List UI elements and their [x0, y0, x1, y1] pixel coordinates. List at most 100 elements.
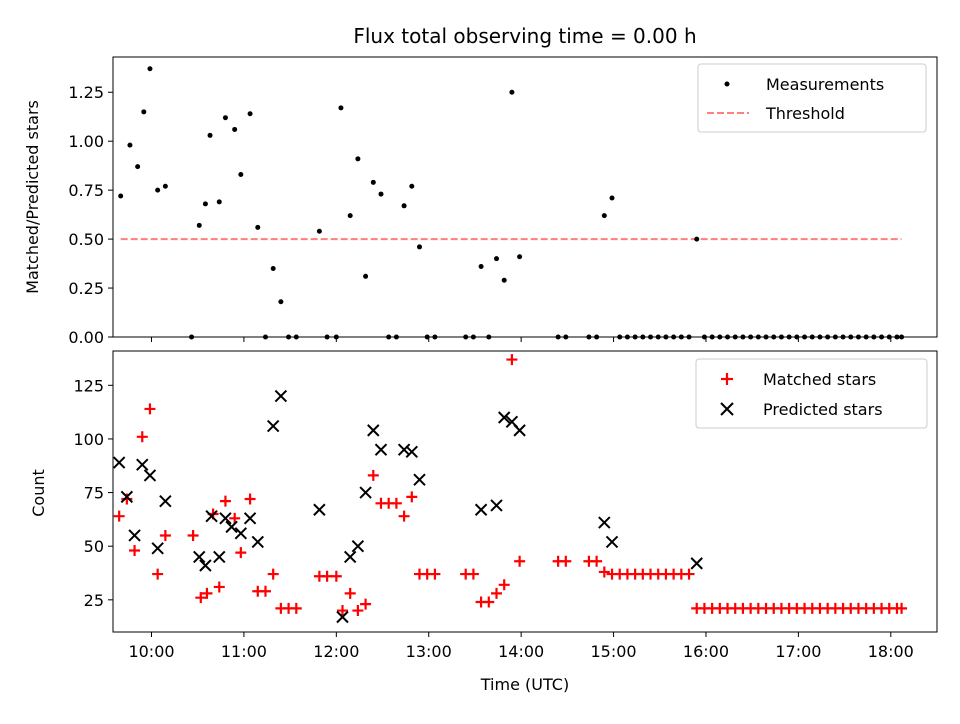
measurement-point — [409, 183, 415, 189]
matched-legend-label: Matched stars — [763, 370, 876, 389]
ratio-y-axis-label: Matched/Predicted stars — [23, 100, 42, 294]
measurement-point — [141, 109, 147, 115]
measurement-point — [162, 183, 168, 189]
predicted-star-point — [234, 527, 248, 540]
measurement-point — [378, 191, 384, 197]
y-tick-label: 75 — [84, 484, 104, 503]
matched-star-point — [136, 431, 148, 443]
measurement-point — [232, 126, 238, 132]
matched-star-point — [152, 568, 164, 580]
predicted-star-point — [120, 490, 134, 504]
predicted-star-point — [367, 424, 380, 437]
measurement-point — [270, 265, 276, 271]
measurement-point — [247, 111, 253, 117]
matched-star-point — [113, 510, 125, 522]
matched-star-point — [498, 579, 510, 591]
predicted-star-point — [605, 535, 619, 549]
matched-star-point — [506, 354, 518, 366]
measurement-point — [222, 115, 228, 121]
matched-star-point — [321, 570, 333, 582]
measurement-point — [370, 179, 376, 185]
measurements-legend-marker — [724, 81, 730, 87]
predicted-star-point — [128, 529, 141, 542]
matched-star-point — [598, 566, 610, 578]
x-tick-label: 14:00 — [498, 642, 544, 661]
y-tick-label: 125 — [73, 376, 104, 395]
predicted-star-point — [336, 610, 349, 624]
matched-star-point — [344, 587, 356, 599]
measurement-point — [196, 222, 202, 228]
count-panel: 10:00 11:00 12:00 13:00 14:00 15:00 16:00 17:00… — [29, 350, 938, 694]
matched-star-point — [514, 555, 526, 567]
matched-star-point — [195, 592, 207, 604]
matched-star-point — [235, 547, 247, 559]
predicted-legend-label: Predicted stars — [763, 400, 883, 419]
measurement-point — [517, 254, 523, 260]
predicted-star-point — [343, 550, 357, 564]
matched-star-point — [129, 544, 141, 556]
matched-star-point — [367, 469, 379, 481]
measurement-point — [118, 193, 124, 199]
matched-star-point — [259, 585, 271, 597]
measurement-point — [238, 171, 244, 177]
predicted-star-point — [405, 445, 419, 459]
matched-star-point — [483, 596, 495, 608]
measurement-point — [355, 156, 361, 162]
matched-star-point — [159, 529, 171, 541]
matched-star-point — [683, 568, 695, 580]
predicted-stars-points — [112, 389, 703, 624]
threshold-legend-label: Threshold — [765, 104, 845, 123]
measurement-point — [278, 299, 284, 305]
predicted-star-point — [193, 550, 206, 564]
measurement-point — [216, 199, 222, 205]
y-tick-label: 0.75 — [68, 181, 104, 200]
matched-star-point — [267, 568, 279, 580]
predicted-star-point — [205, 509, 218, 523]
predicted-star-point — [266, 419, 280, 433]
matched-star-point — [560, 555, 572, 567]
y-tick-label: 25 — [84, 591, 104, 610]
predicted-star-point — [413, 473, 426, 486]
predicted-star-point — [219, 512, 232, 525]
predicted-star-point — [351, 539, 365, 553]
measurement-point — [347, 213, 353, 219]
predicted-star-point — [159, 494, 172, 508]
matched-star-point — [390, 497, 402, 509]
matched-star-point — [201, 587, 213, 599]
y-tick-label: 0.00 — [68, 328, 104, 347]
measurement-point — [338, 105, 344, 111]
matched-star-point — [144, 403, 156, 415]
ratio-legend: Measurements Threshold — [697, 63, 927, 133]
predicted-star-point — [213, 550, 226, 564]
x-axis-label: Time (UTC) — [480, 675, 569, 694]
count-legend: Matched stars Predicted stars — [695, 358, 928, 429]
predicted-legend-marker — [720, 402, 734, 416]
predicted-star-point — [359, 486, 372, 499]
matched-legend-marker — [721, 373, 733, 385]
matched-star-point — [467, 568, 479, 580]
predicted-star-point — [112, 456, 126, 469]
matched-star-point — [229, 512, 241, 524]
measurement-point — [363, 273, 369, 279]
matched-star-point — [330, 570, 342, 582]
measurement-point — [416, 244, 422, 250]
y-tick-label: 1.25 — [68, 83, 104, 102]
predicted-star-point — [199, 559, 212, 572]
measurement-point — [401, 203, 407, 209]
x-tick-label: 15:00 — [591, 642, 637, 661]
y-tick-label: 1.00 — [68, 132, 104, 151]
predicted-star-point — [225, 520, 238, 534]
measurement-point — [609, 195, 615, 201]
measurement-point — [601, 213, 607, 219]
x-tick-label: 12:00 — [313, 642, 359, 661]
count-legend-box — [695, 358, 928, 429]
predicted-star-point — [151, 542, 164, 555]
x-tick-label: 13:00 — [406, 642, 452, 661]
predicted-star-point — [274, 389, 288, 403]
matched-star-point — [406, 491, 418, 503]
matched-star-point — [244, 493, 256, 505]
predicted-star-point — [513, 424, 526, 437]
matched-star-point — [352, 605, 364, 617]
matched-star-point — [491, 587, 503, 599]
